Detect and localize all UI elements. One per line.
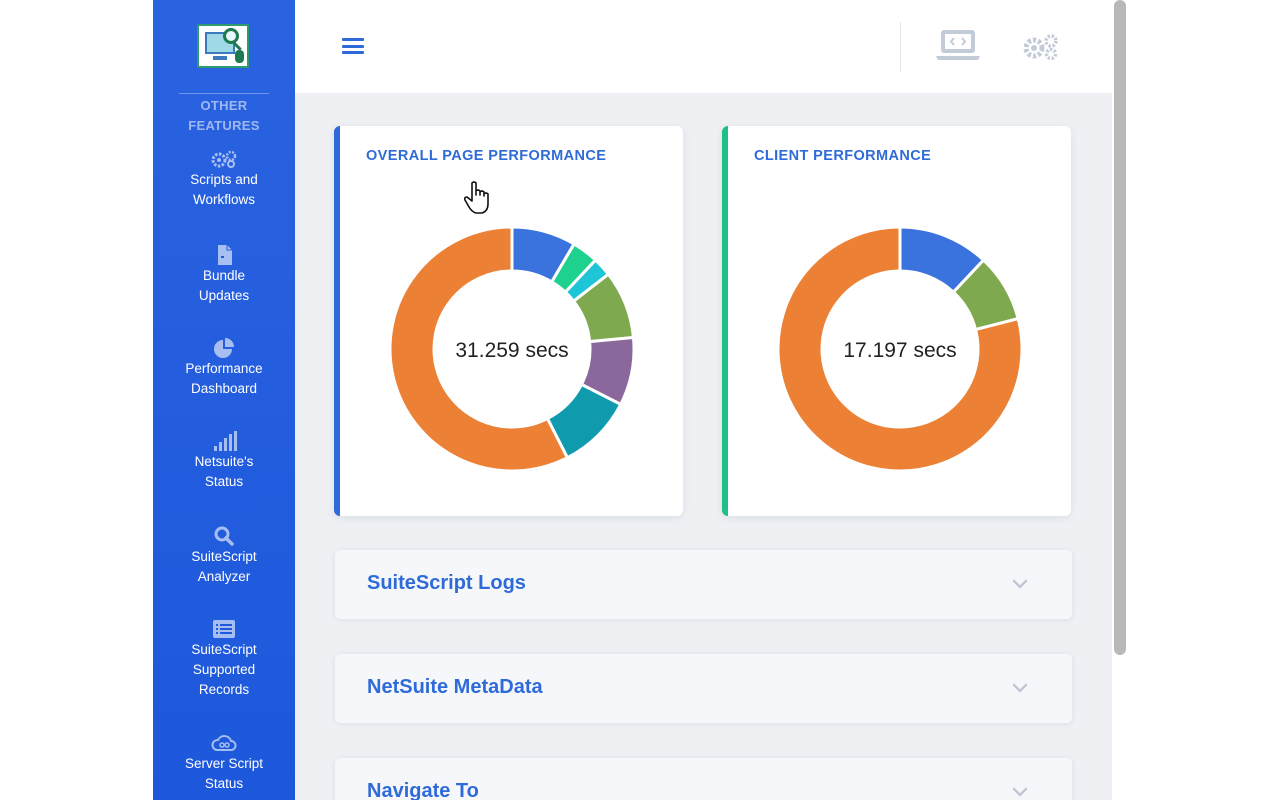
sidebar-item-suitescript-analyzer[interactable]: SuiteScript Analyzer [153,525,295,587]
header-divider [900,22,901,72]
sidebar-item-label: Performance Dashboard [185,361,263,396]
donut-center-label: 31.259 secs [455,339,568,362]
sidebar-divider [179,93,269,94]
laptop-code-icon[interactable] [935,28,981,62]
chevron-down-icon [1012,579,1028,589]
logo-stand [213,56,227,60]
sidebar-item-suitescript-records[interactable]: SuiteScript Supported Records [153,618,295,700]
chevron-down-icon [1012,787,1028,797]
donut-center-label: 17.197 secs [843,339,956,362]
sidebar-item-server-script-status[interactable]: Server Script Status [153,732,295,794]
accordion-netsuite-metadata[interactable]: NetSuite MetaData [335,654,1072,723]
hamburger-menu-icon[interactable] [342,38,364,54]
scrollbar-thumb[interactable] [1114,0,1126,655]
signal-bars-icon [214,431,237,451]
accordion-title: NetSuite MetaData [367,676,543,698]
app-window: OTHER FEATURES Scripts and Workflows Bun… [153,0,1128,800]
cloud-icon [211,735,237,751]
sidebar-item-label: Scripts and Workflows [190,172,258,207]
accordion-title: Navigate To [367,780,479,800]
client-performance-donut-chart: 17.197 secs [776,226,1024,472]
sidebar: OTHER FEATURES Scripts and Workflows Bun… [153,0,295,800]
chevron-down-icon [1012,683,1028,693]
logo-magnifier [223,28,239,44]
app-logo[interactable] [197,24,249,68]
file-icon [218,245,232,265]
sidebar-item-scripts-workflows[interactable]: Scripts and Workflows [153,148,295,210]
card-title: CLIENT PERFORMANCE [754,148,932,164]
donut-slice-6[interactable] [388,226,570,472]
sidebar-heading: OTHER FEATURES [188,98,260,133]
logo-mouse [235,50,244,63]
sidebar-item-netsuite-status[interactable]: Netsuite's Status [153,430,295,492]
search-icon [214,526,234,546]
accordion-navigate-to[interactable]: Navigate To [335,758,1072,800]
accordion-title: SuiteScript Logs [367,572,526,594]
overall-performance-donut-chart: 31.259 secs [388,226,636,472]
sidebar-item-performance-dashboard[interactable]: Performance Dashboard [153,337,295,399]
top-header [295,0,1112,93]
overall-performance-card: OVERALL PAGE PERFORMANCE 31.259 secs [334,126,683,516]
list-icon [213,620,235,638]
sidebar-item-label: SuiteScript Supported Records [191,642,257,697]
pie-chart-icon [214,338,234,358]
sidebar-item-bundle-updates[interactable]: Bundle Updates [153,244,295,306]
client-performance-card: CLIENT PERFORMANCE 17.197 secs [722,126,1071,516]
vertical-scrollbar[interactable] [1112,0,1128,800]
hand-pointer-cursor-icon [463,181,489,214]
sidebar-item-label: SuiteScript Analyzer [191,549,257,584]
accordion-suitescript-logs[interactable]: SuiteScript Logs [335,550,1072,619]
card-title: OVERALL PAGE PERFORMANCE [366,148,607,164]
sidebar-item-label: Bundle Updates [198,268,250,303]
sidebar-item-label: Server Script Status [184,756,264,791]
settings-gears-icon[interactable] [1020,33,1062,61]
donut-slice-2[interactable] [776,226,1024,472]
gears-icon [211,150,237,168]
sidebar-item-label: Netsuite's Status [194,454,254,489]
